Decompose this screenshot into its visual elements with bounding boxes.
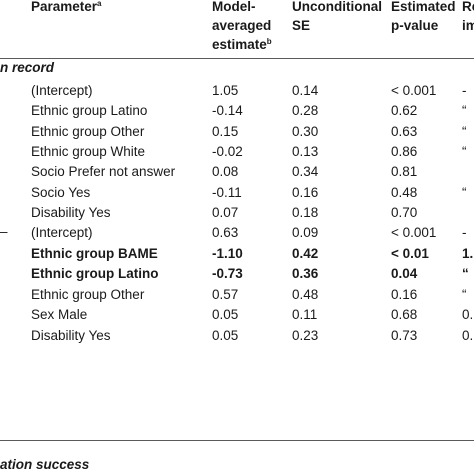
header-parameter-text: Parameter xyxy=(31,0,98,14)
cell-pvalue: 0.16 xyxy=(391,286,418,302)
cell-last: “ xyxy=(462,286,467,302)
header-estimate-line2: averaged xyxy=(212,18,272,33)
header-pvalue: Estimated p-value xyxy=(391,0,456,35)
cell-last: 0. xyxy=(462,307,474,322)
cell-estimate: 0.15 xyxy=(212,123,239,139)
cell-pvalue: 0.86 xyxy=(391,143,418,159)
header-estimate-line1: Model- xyxy=(212,0,256,14)
cell-estimate: -0.11 xyxy=(212,184,242,200)
table-row: Ethnic group BAME -1.10 0.42 < 0.01 1. xyxy=(0,244,474,264)
cell-se: 0.13 xyxy=(292,143,319,159)
cell-estimate: 1.05 xyxy=(212,83,239,98)
header-last: Re im xyxy=(462,0,474,35)
cell-parameter: Ethnic group Latino xyxy=(31,266,159,281)
header-estimate-line3: estimateb xyxy=(212,37,272,52)
cell-estimate: 0.05 xyxy=(212,307,239,322)
cell-parameter: Ethnic group Latino xyxy=(31,103,148,119)
header-last-line1: Re xyxy=(462,0,474,14)
cell-estimate: 0.57 xyxy=(212,286,239,302)
cell-estimate: -0.02 xyxy=(212,143,243,159)
cell-estimate: 0.05 xyxy=(212,327,239,343)
cell-estimate: 0.07 xyxy=(212,204,239,220)
header-estimate: Model- averaged estimateb xyxy=(212,0,272,54)
table-row: Ethnic group Other 0.57 0.48 0.16 “ xyxy=(0,285,474,305)
cell-se: 0.16 xyxy=(292,184,319,200)
cell-se: 0.42 xyxy=(292,245,319,261)
table-row: Disability Yes 0.05 0.23 0.73 0. xyxy=(0,326,474,346)
header-pvalue-line1: Estimated xyxy=(391,0,456,14)
section-rule xyxy=(0,440,474,441)
cell-parameter: (Intercept) xyxy=(31,83,93,98)
cell-se: 0.36 xyxy=(292,266,319,281)
cell-se: 0.28 xyxy=(292,103,319,119)
cell-pvalue: 0.63 xyxy=(391,123,418,139)
cell-parameter: Socio Yes xyxy=(31,184,91,200)
cell-se: 0.18 xyxy=(292,204,319,220)
cell-pvalue: < 0.001 xyxy=(391,83,437,98)
cell-estimate: -1.10 xyxy=(212,245,243,261)
cell-se: 0.11 xyxy=(292,307,318,322)
cell-parameter: Sex Male xyxy=(31,307,88,322)
table-row: Socio Yes -0.11 0.16 0.48 “ xyxy=(0,183,474,203)
section-marker: – xyxy=(0,224,8,239)
cell-pvalue: 0.62 xyxy=(391,103,418,119)
cell-last: “ xyxy=(462,184,467,200)
cell-pvalue: 0.04 xyxy=(391,266,418,281)
cell-last: 0. xyxy=(462,327,474,343)
cell-parameter: Disability Yes xyxy=(31,204,111,220)
header-parameter: Parametera xyxy=(31,0,102,16)
table-row: Ethnic group Latino -0.14 0.28 0.62 “ xyxy=(0,101,474,121)
header-estimate-footnote: b xyxy=(266,37,272,46)
header-parameter-footnote: a xyxy=(97,0,102,8)
header-rule xyxy=(0,58,474,59)
header-se: Unconditional SE xyxy=(292,0,382,35)
cell-pvalue: < 0.001 xyxy=(391,225,437,240)
cell-parameter: Ethnic group Other xyxy=(31,286,145,302)
cell-last: “ xyxy=(462,103,467,119)
table-row: Sex Male 0.05 0.11 0.68 0. xyxy=(0,305,474,325)
table-row: (Intercept) 1.05 0.14 < 0.001 - xyxy=(0,81,474,101)
cell-estimate: -0.14 xyxy=(212,103,243,119)
cell-estimate: -0.73 xyxy=(212,266,243,281)
cell-pvalue: 0.73 xyxy=(391,327,418,343)
header-last-line2: im xyxy=(462,18,474,33)
cell-parameter: (Intercept) xyxy=(31,225,93,240)
cell-se: 0.34 xyxy=(292,164,319,180)
cell-parameter: Ethnic group White xyxy=(31,143,146,159)
cell-last: - xyxy=(462,83,467,98)
table-row: Ethnic group Other 0.15 0.30 0.63 “ xyxy=(0,122,474,142)
table-row: Disability Yes 0.07 0.18 0.70 xyxy=(0,203,474,223)
cell-se: 0.48 xyxy=(292,286,319,302)
cell-estimate: 0.08 xyxy=(212,164,239,180)
cell-parameter: Ethnic group BAME xyxy=(31,245,158,261)
cell-se: 0.30 xyxy=(292,123,319,139)
cell-se: 0.23 xyxy=(292,327,319,343)
cell-se: 0.14 xyxy=(292,83,319,98)
table-row: Socio Prefer not answer 0.08 0.34 0.81 xyxy=(0,162,474,182)
table-row: (Intercept) 0.63 0.09 < 0.001 - xyxy=(0,223,474,243)
cell-last: - xyxy=(462,225,467,240)
cell-pvalue: < 0.01 xyxy=(391,245,429,261)
cell-pvalue: 0.48 xyxy=(391,184,418,200)
cell-parameter: Ethnic group Other xyxy=(31,123,145,139)
table-row: Ethnic group White -0.02 0.13 0.86 “ xyxy=(0,142,474,162)
section-title-record: n record xyxy=(0,60,55,75)
cell-parameter: Socio Prefer not answer xyxy=(31,164,176,180)
header-se-line2: SE xyxy=(292,18,311,33)
cell-parameter: Disability Yes xyxy=(31,327,111,343)
cell-estimate: 0.63 xyxy=(212,225,239,240)
cell-se: 0.09 xyxy=(292,225,319,240)
cell-pvalue: 0.70 xyxy=(391,204,418,220)
cell-pvalue: 0.81 xyxy=(391,164,418,180)
cell-last: “ xyxy=(462,143,467,159)
cell-pvalue: 0.68 xyxy=(391,307,418,322)
header-se-line1: Unconditional xyxy=(292,0,382,14)
header-pvalue-line2: p-value xyxy=(391,18,439,33)
table-row: Ethnic group Latino -0.73 0.36 0.04 “ xyxy=(0,264,474,284)
cell-last: “ xyxy=(462,123,467,139)
section-title-success: ation success xyxy=(0,457,90,472)
cell-last: “ xyxy=(462,266,469,281)
cell-last: 1. xyxy=(462,245,474,261)
